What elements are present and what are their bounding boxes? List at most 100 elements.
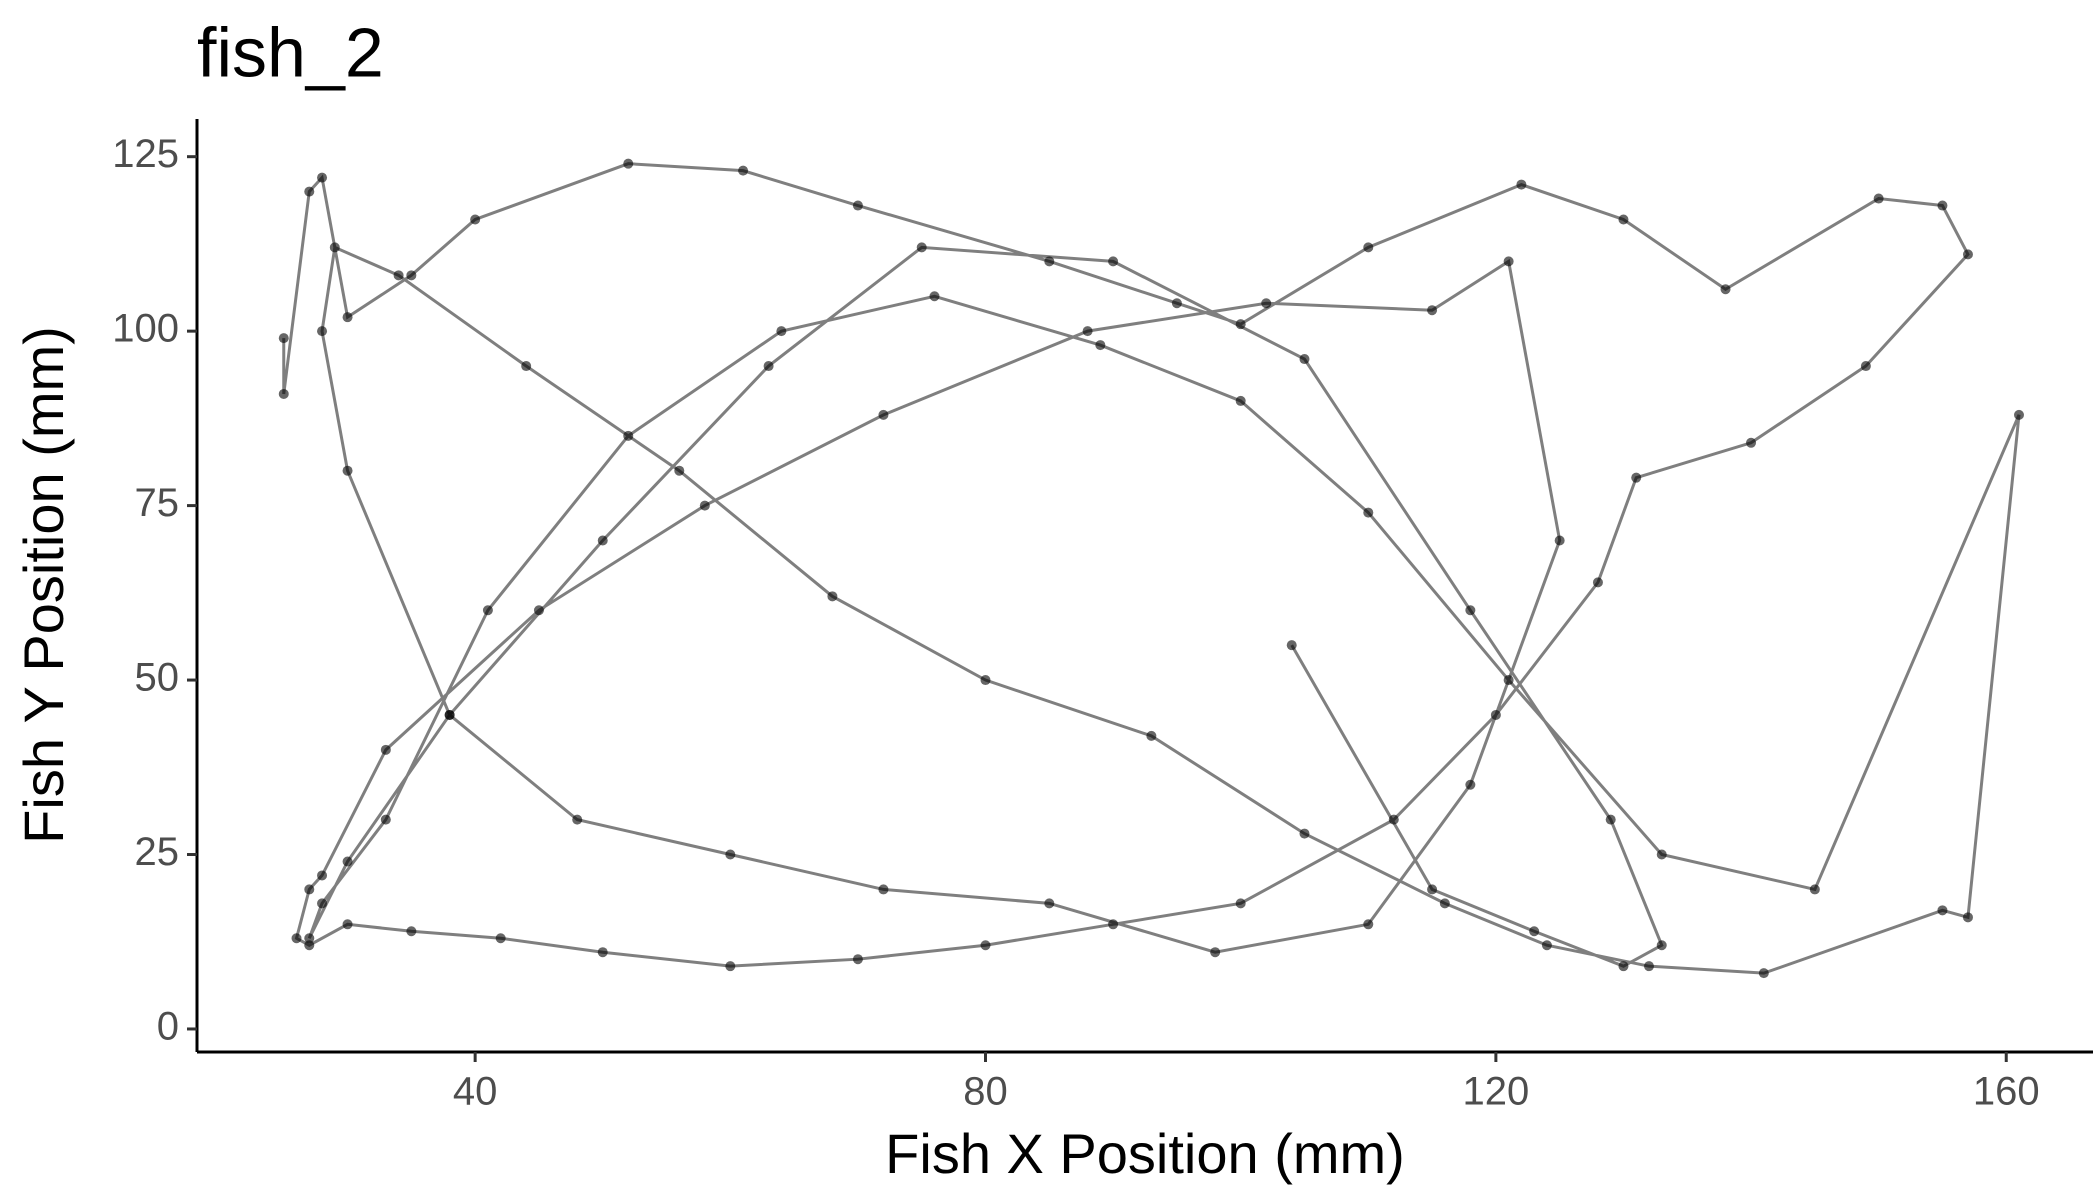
y-tick-label: 50 <box>135 656 180 700</box>
point <box>1363 242 1374 253</box>
point <box>1439 898 1450 909</box>
point <box>342 312 353 323</box>
point <box>1503 256 1514 267</box>
point <box>852 954 863 965</box>
point <box>1656 849 1667 860</box>
point <box>674 465 685 476</box>
point <box>929 291 940 302</box>
point <box>1388 814 1399 825</box>
point <box>1618 961 1629 972</box>
point <box>1363 919 1374 930</box>
point <box>827 591 838 602</box>
point <box>878 409 889 420</box>
point <box>1427 884 1438 895</box>
point <box>1656 940 1667 951</box>
point <box>1427 305 1438 316</box>
x-tick-label: 80 <box>963 1070 1008 1114</box>
point <box>1235 395 1246 406</box>
point <box>1044 256 1055 267</box>
point <box>406 926 417 937</box>
point <box>1809 884 1820 895</box>
y-axis-title: Fish Y Position (mm) <box>12 326 75 844</box>
point <box>1363 507 1374 518</box>
point <box>1465 605 1476 616</box>
y-tick-label: 75 <box>135 481 180 525</box>
point <box>1082 326 1093 337</box>
point <box>521 361 532 372</box>
point <box>699 500 710 511</box>
point <box>623 158 634 169</box>
point <box>470 214 481 225</box>
point <box>278 388 289 399</box>
point <box>380 814 391 825</box>
y-tick-label: 25 <box>135 830 180 874</box>
point <box>1554 535 1565 546</box>
point <box>1490 709 1501 720</box>
point <box>393 270 404 281</box>
point <box>533 605 544 616</box>
point <box>304 933 315 944</box>
point <box>1529 926 1540 937</box>
point <box>1758 968 1769 979</box>
x-tick-label: 160 <box>1973 1070 2040 1114</box>
point <box>1962 912 1973 923</box>
point <box>1618 214 1629 225</box>
x-tick-label: 120 <box>1462 1070 1529 1114</box>
point <box>725 849 736 860</box>
chart-title: fish_2 <box>197 13 384 91</box>
point <box>1860 361 1871 372</box>
y-tick-label: 125 <box>112 132 179 176</box>
point <box>597 535 608 546</box>
point <box>342 856 353 867</box>
point <box>329 242 340 253</box>
point <box>1044 898 1055 909</box>
point <box>1516 179 1527 190</box>
point <box>1299 828 1310 839</box>
point <box>1210 947 1221 958</box>
point <box>278 333 289 344</box>
point <box>1108 919 1119 930</box>
point <box>1146 730 1157 741</box>
trajectory <box>282 162 2021 975</box>
y-tick-label: 100 <box>112 307 179 351</box>
point <box>1962 249 1973 260</box>
point <box>852 200 863 211</box>
point <box>878 884 889 895</box>
point <box>1873 193 1884 204</box>
point <box>317 870 328 881</box>
x-axis-title: Fish X Position (mm) <box>885 1122 1405 1185</box>
point <box>916 242 927 253</box>
point <box>1095 340 1106 351</box>
y-tick-label: 0 <box>157 1005 179 1049</box>
point <box>597 947 608 958</box>
point <box>317 172 328 183</box>
x-tick-label: 40 <box>453 1070 498 1114</box>
point <box>317 898 328 909</box>
point <box>1631 472 1642 483</box>
point <box>1235 898 1246 909</box>
point <box>1503 675 1514 686</box>
point <box>304 186 315 197</box>
point <box>1286 640 1297 651</box>
point <box>776 326 787 337</box>
point <box>304 940 315 951</box>
point <box>1746 437 1757 448</box>
point <box>2013 409 2024 420</box>
point <box>482 605 493 616</box>
point <box>1235 319 1246 330</box>
point <box>380 744 391 755</box>
point <box>317 326 328 337</box>
point <box>304 884 315 895</box>
point <box>980 940 991 951</box>
point <box>342 465 353 476</box>
point <box>1643 961 1654 972</box>
point <box>1937 200 1948 211</box>
point <box>1299 354 1310 365</box>
point <box>725 961 736 972</box>
point <box>1108 256 1119 267</box>
point <box>763 361 774 372</box>
point <box>444 709 455 720</box>
point <box>572 814 583 825</box>
point <box>1261 298 1272 309</box>
